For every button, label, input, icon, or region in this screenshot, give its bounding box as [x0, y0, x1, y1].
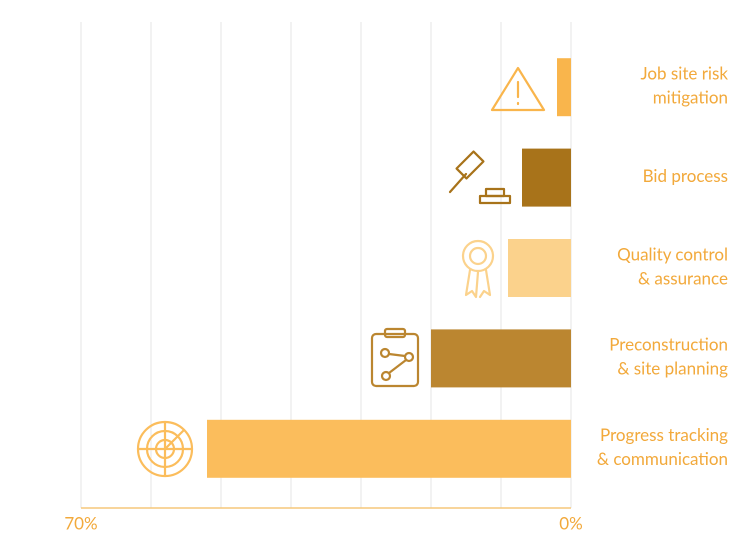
category-label: & assurance	[638, 267, 728, 288]
gavel-icon	[448, 150, 512, 205]
category-label: & site planning	[617, 358, 728, 379]
bar	[431, 329, 571, 388]
warning-icon	[490, 66, 546, 112]
category-label: Job site risk	[641, 63, 729, 84]
bar	[557, 58, 571, 117]
category-label: Bid process	[643, 165, 728, 186]
category-label: Progress tracking	[600, 424, 728, 445]
ribbon-icon	[461, 239, 495, 299]
category-label: Preconstruction	[609, 334, 728, 355]
category-label: & communication	[597, 448, 728, 469]
clipboard-icon	[370, 327, 420, 388]
category-label: mitigation	[653, 87, 728, 108]
bar	[207, 419, 571, 478]
category-label: Quality control	[617, 243, 728, 264]
radar-icon	[136, 420, 194, 478]
x-tick-label: 70%	[64, 512, 97, 533]
bar	[508, 239, 571, 297]
x-tick-label: 0%	[559, 512, 583, 533]
bar	[522, 148, 571, 207]
icons	[136, 66, 546, 478]
